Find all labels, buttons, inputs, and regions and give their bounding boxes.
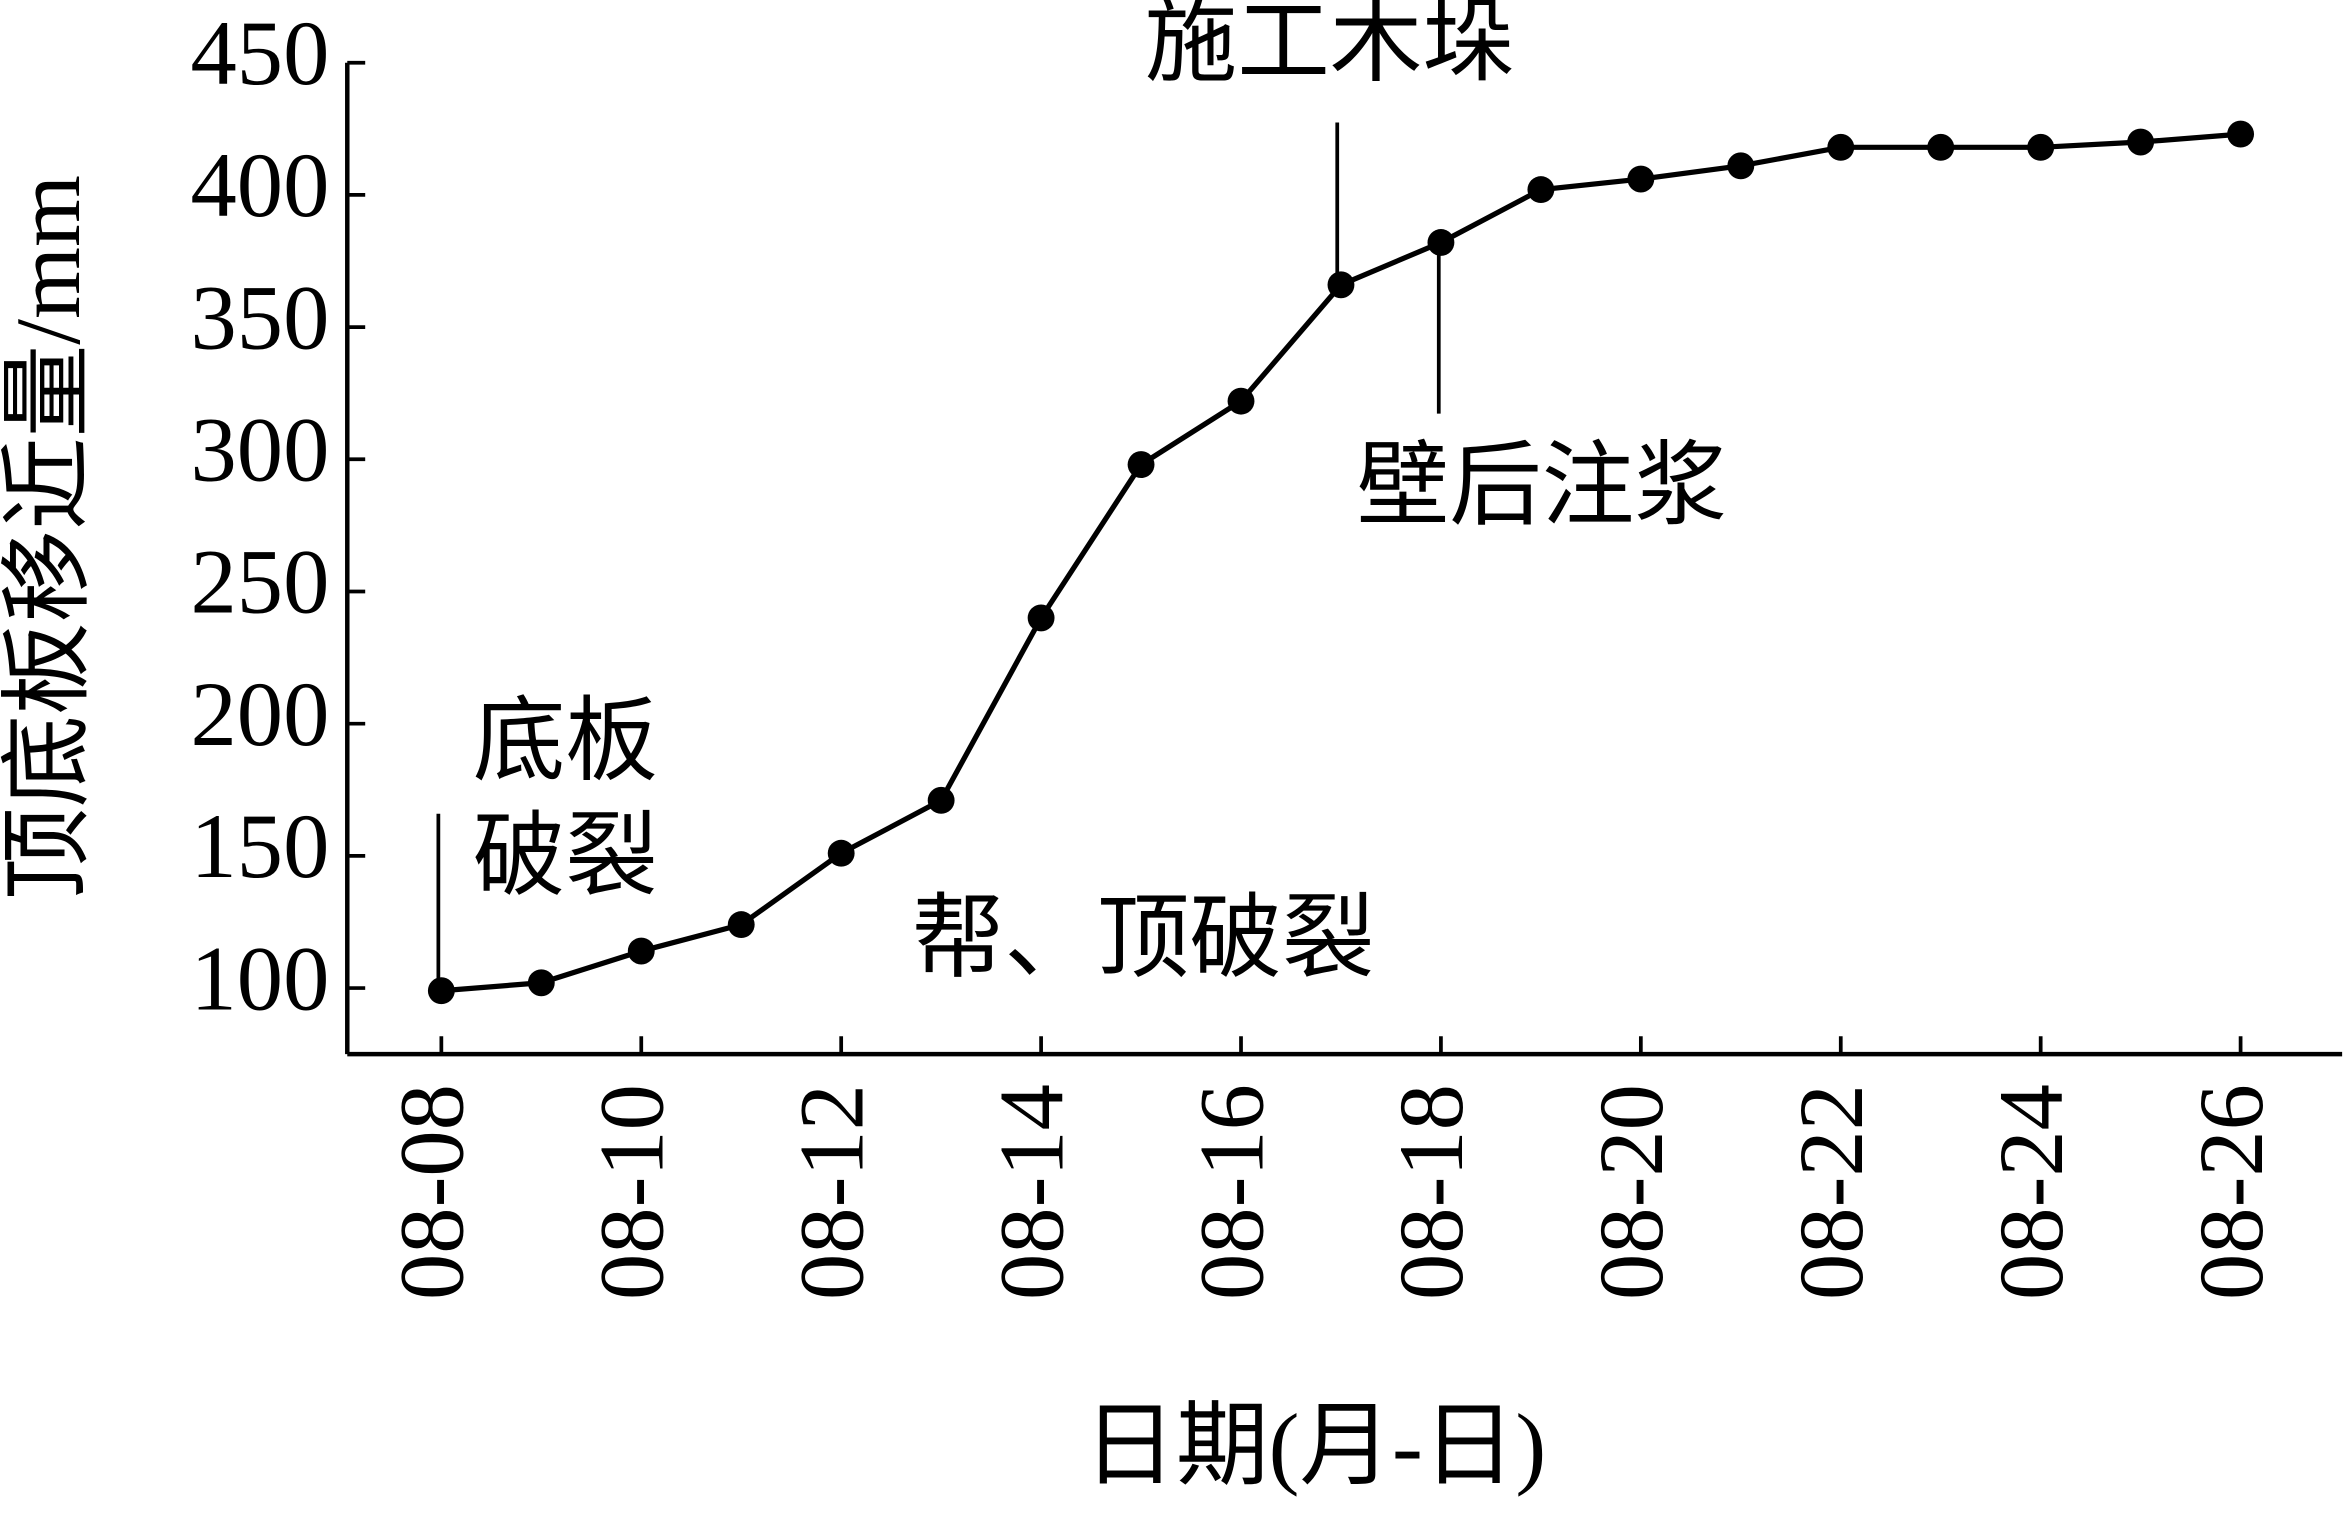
data-point xyxy=(1627,165,1655,193)
data-point xyxy=(1427,229,1455,256)
y-tick-label: 450 xyxy=(191,3,330,105)
data-point xyxy=(927,786,955,814)
y-tick-label: 300 xyxy=(191,400,330,502)
data-point xyxy=(527,969,555,997)
data-point xyxy=(2027,133,2055,161)
data-point xyxy=(827,839,855,867)
data-point xyxy=(2227,120,2255,148)
x-tick-label: 08-26 xyxy=(2181,1084,2283,1300)
annotation: 破裂 xyxy=(473,806,658,908)
y-tick-label: 400 xyxy=(191,135,330,237)
annotation: 壁后注浆 xyxy=(1357,436,1727,538)
y-tick-label: 100 xyxy=(191,928,330,1030)
x-tick-label: 08-10 xyxy=(582,1084,684,1300)
y-tick-label: 200 xyxy=(191,664,330,766)
x-tick-label: 08-22 xyxy=(1781,1084,1883,1300)
data-point xyxy=(2127,128,2155,156)
data-point xyxy=(1327,271,1355,299)
y-axis-label: 顶底板移近量/mm xyxy=(0,175,100,900)
data-point xyxy=(1227,387,1255,415)
data-point xyxy=(1027,604,1055,632)
data-point xyxy=(1827,133,1855,161)
y-tick-label: 150 xyxy=(191,796,330,898)
y-tick-label: 250 xyxy=(191,532,330,634)
data-point xyxy=(1727,152,1755,180)
data-point xyxy=(627,937,655,965)
data-point xyxy=(1127,451,1155,479)
x-tick-label: 08-14 xyxy=(981,1084,1083,1300)
x-axis-label: 日期(月-日) xyxy=(1083,1396,1546,1498)
x-tick-label: 08-16 xyxy=(1181,1084,1283,1300)
x-tick-label: 08-08 xyxy=(382,1084,484,1300)
x-tick-label: 08-20 xyxy=(1581,1084,1683,1300)
x-tick-label: 08-18 xyxy=(1381,1084,1483,1300)
data-point xyxy=(427,977,455,1005)
data-point xyxy=(1527,176,1555,204)
data-point xyxy=(727,911,755,939)
annotation: 底板 xyxy=(473,691,658,793)
data-line xyxy=(441,131,2241,994)
y-tick-label: 350 xyxy=(191,267,330,369)
x-tick-label: 08-12 xyxy=(781,1084,883,1300)
data-point xyxy=(1927,133,1955,161)
annotation: 帮、顶破裂 xyxy=(912,888,1375,990)
x-tick-label: 08-24 xyxy=(1981,1084,2083,1300)
annotation: 施工木垛 xyxy=(1145,0,1515,95)
